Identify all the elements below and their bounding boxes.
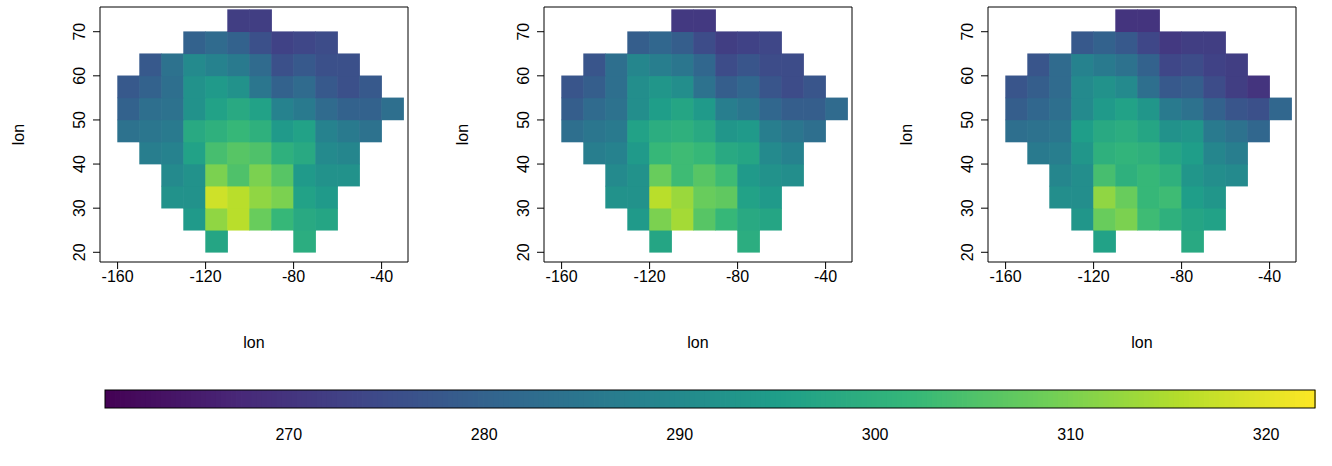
svg-text:320: 320	[1253, 426, 1280, 443]
svg-text:50: 50	[515, 111, 532, 129]
svg-text:280: 280	[471, 426, 498, 443]
svg-text:-160: -160	[546, 268, 578, 285]
svg-text:lon: lon	[10, 124, 27, 145]
svg-text:lon: lon	[1131, 334, 1152, 351]
svg-text:-40: -40	[814, 268, 837, 285]
svg-text:lon: lon	[687, 334, 708, 351]
svg-text:-160: -160	[990, 268, 1022, 285]
svg-text:-40: -40	[370, 268, 393, 285]
svg-text:40: 40	[959, 155, 976, 173]
svg-text:20: 20	[515, 243, 532, 261]
svg-text:290: 290	[666, 426, 693, 443]
svg-text:70: 70	[515, 23, 532, 41]
svg-text:70: 70	[71, 23, 88, 41]
svg-text:50: 50	[959, 111, 976, 129]
svg-text:-120: -120	[1078, 268, 1110, 285]
svg-text:40: 40	[71, 155, 88, 173]
svg-text:30: 30	[515, 199, 532, 217]
svg-text:-40: -40	[1258, 268, 1281, 285]
svg-text:60: 60	[71, 67, 88, 85]
svg-text:40: 40	[515, 155, 532, 173]
svg-text:70: 70	[959, 23, 976, 41]
svg-text:20: 20	[959, 243, 976, 261]
svg-text:-80: -80	[1170, 268, 1193, 285]
svg-text:-80: -80	[726, 268, 749, 285]
svg-text:-120: -120	[190, 268, 222, 285]
svg-text:60: 60	[959, 67, 976, 85]
svg-text:lon: lon	[454, 124, 471, 145]
svg-text:-160: -160	[102, 268, 134, 285]
svg-text:lon: lon	[243, 334, 264, 351]
svg-text:300: 300	[862, 426, 889, 443]
svg-text:30: 30	[959, 199, 976, 217]
svg-text:20: 20	[71, 243, 88, 261]
svg-text:60: 60	[515, 67, 532, 85]
svg-text:50: 50	[71, 111, 88, 129]
svg-text:30: 30	[71, 199, 88, 217]
svg-text:lon: lon	[898, 124, 915, 145]
svg-text:270: 270	[275, 426, 302, 443]
svg-text:-80: -80	[282, 268, 305, 285]
svg-text:-120: -120	[634, 268, 666, 285]
svg-text:310: 310	[1057, 426, 1084, 443]
